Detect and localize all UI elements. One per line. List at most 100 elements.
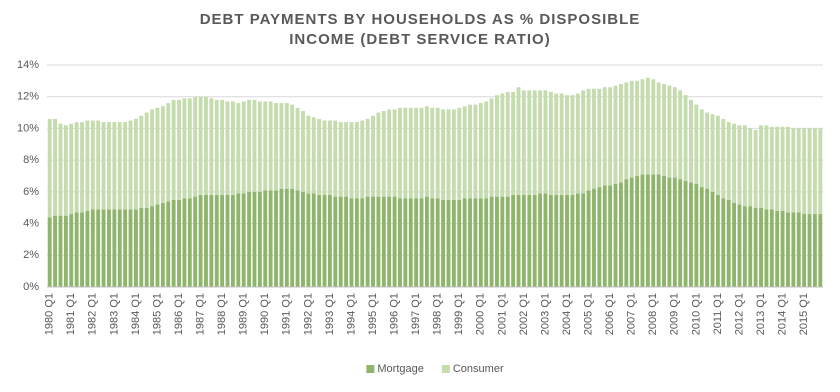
- bar-segment: [521, 195, 526, 287]
- bar-segment: [759, 125, 763, 208]
- x-tick-label: 2000 Q1: [475, 293, 487, 335]
- bar-segment: [689, 182, 693, 287]
- x-tick-label: 1986 Q1: [173, 293, 185, 335]
- bar-segment: [710, 191, 715, 287]
- bar-segment: [689, 99, 693, 183]
- bar-segment: [236, 103, 241, 194]
- bar-segment: [818, 128, 823, 215]
- bar-segment: [117, 209, 122, 287]
- bar-segment: [554, 93, 559, 196]
- bar-segment: [85, 120, 90, 211]
- bar-segment: [538, 90, 543, 194]
- x-tick-label: 2003 Q1: [539, 293, 551, 335]
- x-tick-label: 1997 Q1: [410, 293, 422, 335]
- bar-segment: [63, 215, 68, 287]
- bar-segment: [398, 198, 402, 287]
- bar-segment: [284, 103, 289, 189]
- bar-segment: [812, 214, 817, 287]
- bar-segment: [532, 195, 537, 287]
- bar-segment: [354, 198, 359, 287]
- bar-segment: [419, 107, 424, 199]
- bar-segment: [435, 198, 440, 287]
- bar-segment: [748, 206, 753, 287]
- bar-segment: [645, 174, 650, 287]
- bar-segment: [230, 101, 235, 196]
- bar-segment: [753, 130, 758, 208]
- bar-segment: [764, 209, 769, 287]
- bar-segment: [252, 191, 257, 287]
- x-tick-label: 2014 Q1: [776, 293, 788, 335]
- bar-segment: [214, 99, 219, 196]
- bar-segment: [511, 195, 516, 287]
- bar-segment: [786, 126, 790, 213]
- bar-segment: [424, 106, 429, 197]
- x-tick-label: 2002 Q1: [518, 293, 530, 335]
- bar-segment: [123, 122, 128, 210]
- bar-segment: [457, 199, 462, 287]
- bar-segment: [662, 84, 666, 176]
- bar-segment: [107, 122, 111, 210]
- bar-segment: [430, 107, 435, 199]
- bar-segment: [90, 209, 95, 287]
- bar-segment: [274, 103, 278, 191]
- bar-segment: [376, 112, 381, 197]
- bar-segment: [505, 196, 510, 287]
- bar-segment: [710, 114, 715, 192]
- bar-segment: [732, 202, 737, 287]
- bar-segment: [204, 96, 208, 196]
- bar-segment: [220, 195, 225, 287]
- x-tick-label: 1989 Q1: [238, 293, 250, 335]
- bar-segment: [274, 190, 278, 287]
- bar-segment: [327, 195, 332, 287]
- bar-segment: [58, 123, 63, 216]
- bar-segment: [236, 193, 241, 287]
- bar-segment: [662, 176, 666, 287]
- bar-segment: [780, 210, 785, 287]
- bar-segment: [559, 93, 564, 196]
- bar-segment: [220, 99, 225, 196]
- bar-segment: [629, 177, 634, 287]
- bar-segment: [360, 198, 365, 287]
- bar-segment: [279, 188, 284, 287]
- bar-segment: [500, 196, 505, 287]
- bar-segment: [414, 198, 419, 287]
- x-tick-label: 1987 Q1: [194, 293, 206, 335]
- bar-segment: [322, 120, 327, 196]
- x-tick-label: 1998 Q1: [432, 293, 444, 335]
- bar-segment: [392, 196, 397, 287]
- bar-segment: [198, 195, 203, 287]
- bar-segment: [365, 118, 370, 197]
- bar-segment: [424, 196, 429, 287]
- bar-segment: [187, 198, 192, 287]
- bar-segment: [489, 196, 494, 287]
- bar-segment: [565, 95, 569, 196]
- bar-segment: [592, 88, 596, 189]
- bar-segment: [322, 195, 327, 287]
- y-tick-label: 14%: [17, 59, 39, 71]
- bar-segment: [581, 90, 586, 194]
- bar-segment: [182, 98, 187, 199]
- bar-segment: [354, 122, 359, 199]
- bar-segment: [532, 90, 537, 196]
- bar-segment: [462, 106, 467, 199]
- bar-segment: [371, 115, 375, 197]
- bar-segment: [613, 85, 618, 184]
- bar-segment: [344, 196, 349, 287]
- x-tick-label: 2012 Q1: [733, 293, 745, 335]
- bar-segment: [694, 104, 699, 184]
- bar-segment: [521, 90, 526, 196]
- bar-segment: [565, 195, 569, 287]
- bar-segment: [263, 190, 268, 287]
- bar-segment: [473, 104, 478, 199]
- x-tick-label: 1981 Q1: [65, 293, 77, 335]
- bar-segment: [559, 195, 564, 287]
- bar-segment: [171, 99, 176, 200]
- bar-segment: [419, 198, 424, 287]
- bar-segment: [187, 98, 192, 199]
- x-tick-label: 1985 Q1: [151, 293, 163, 335]
- bar-segment: [802, 128, 807, 215]
- bar-segment: [699, 187, 704, 287]
- bar-segment: [381, 110, 386, 197]
- bar-segment: [107, 209, 111, 287]
- bar-segment: [570, 95, 575, 196]
